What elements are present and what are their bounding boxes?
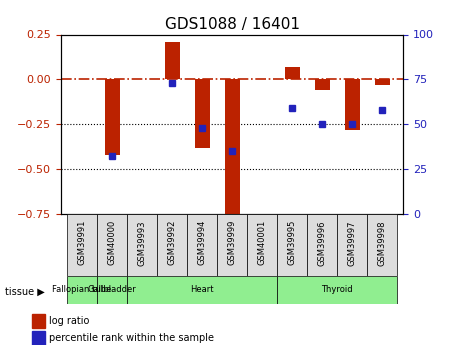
FancyBboxPatch shape bbox=[187, 214, 217, 276]
Bar bbox=[195, 79, 210, 148]
FancyBboxPatch shape bbox=[367, 214, 397, 276]
Text: GSM40001: GSM40001 bbox=[257, 220, 267, 265]
Bar bbox=[225, 79, 240, 219]
Text: Heart: Heart bbox=[190, 285, 214, 294]
Bar bbox=[315, 79, 330, 90]
Bar bbox=[165, 42, 180, 79]
FancyBboxPatch shape bbox=[97, 276, 127, 304]
Text: GSM40000: GSM40000 bbox=[107, 220, 116, 265]
Text: log ratio: log ratio bbox=[49, 316, 89, 326]
Text: GSM39991: GSM39991 bbox=[77, 220, 86, 266]
Text: percentile rank within the sample: percentile rank within the sample bbox=[49, 333, 214, 343]
Text: Thyroid: Thyroid bbox=[321, 285, 353, 294]
Text: GSM39994: GSM39994 bbox=[197, 220, 207, 266]
FancyBboxPatch shape bbox=[217, 214, 247, 276]
Text: GSM39996: GSM39996 bbox=[318, 220, 327, 266]
Text: GSM39999: GSM39999 bbox=[227, 220, 237, 266]
FancyBboxPatch shape bbox=[337, 214, 367, 276]
FancyBboxPatch shape bbox=[127, 214, 157, 276]
FancyBboxPatch shape bbox=[277, 276, 397, 304]
FancyBboxPatch shape bbox=[67, 276, 97, 304]
Text: GSM39993: GSM39993 bbox=[137, 220, 146, 266]
Text: Gallbladder: Gallbladder bbox=[88, 285, 136, 294]
Text: GSM39995: GSM39995 bbox=[287, 220, 297, 266]
Text: Fallopian tube: Fallopian tube bbox=[53, 285, 112, 294]
Text: tissue ▶: tissue ▶ bbox=[5, 287, 45, 296]
FancyBboxPatch shape bbox=[247, 214, 277, 276]
Text: GSM39998: GSM39998 bbox=[378, 220, 387, 266]
FancyBboxPatch shape bbox=[67, 214, 97, 276]
Bar bbox=[32, 314, 45, 328]
Text: GSM39992: GSM39992 bbox=[167, 220, 177, 266]
Bar bbox=[345, 79, 360, 130]
Bar bbox=[32, 331, 45, 345]
FancyBboxPatch shape bbox=[127, 276, 277, 304]
Bar bbox=[105, 79, 120, 155]
Text: GSM39997: GSM39997 bbox=[348, 220, 357, 266]
FancyBboxPatch shape bbox=[307, 214, 337, 276]
Title: GDS1088 / 16401: GDS1088 / 16401 bbox=[165, 17, 300, 32]
FancyBboxPatch shape bbox=[97, 214, 127, 276]
Bar bbox=[285, 67, 300, 79]
FancyBboxPatch shape bbox=[277, 214, 307, 276]
Bar bbox=[375, 79, 390, 85]
FancyBboxPatch shape bbox=[157, 214, 187, 276]
